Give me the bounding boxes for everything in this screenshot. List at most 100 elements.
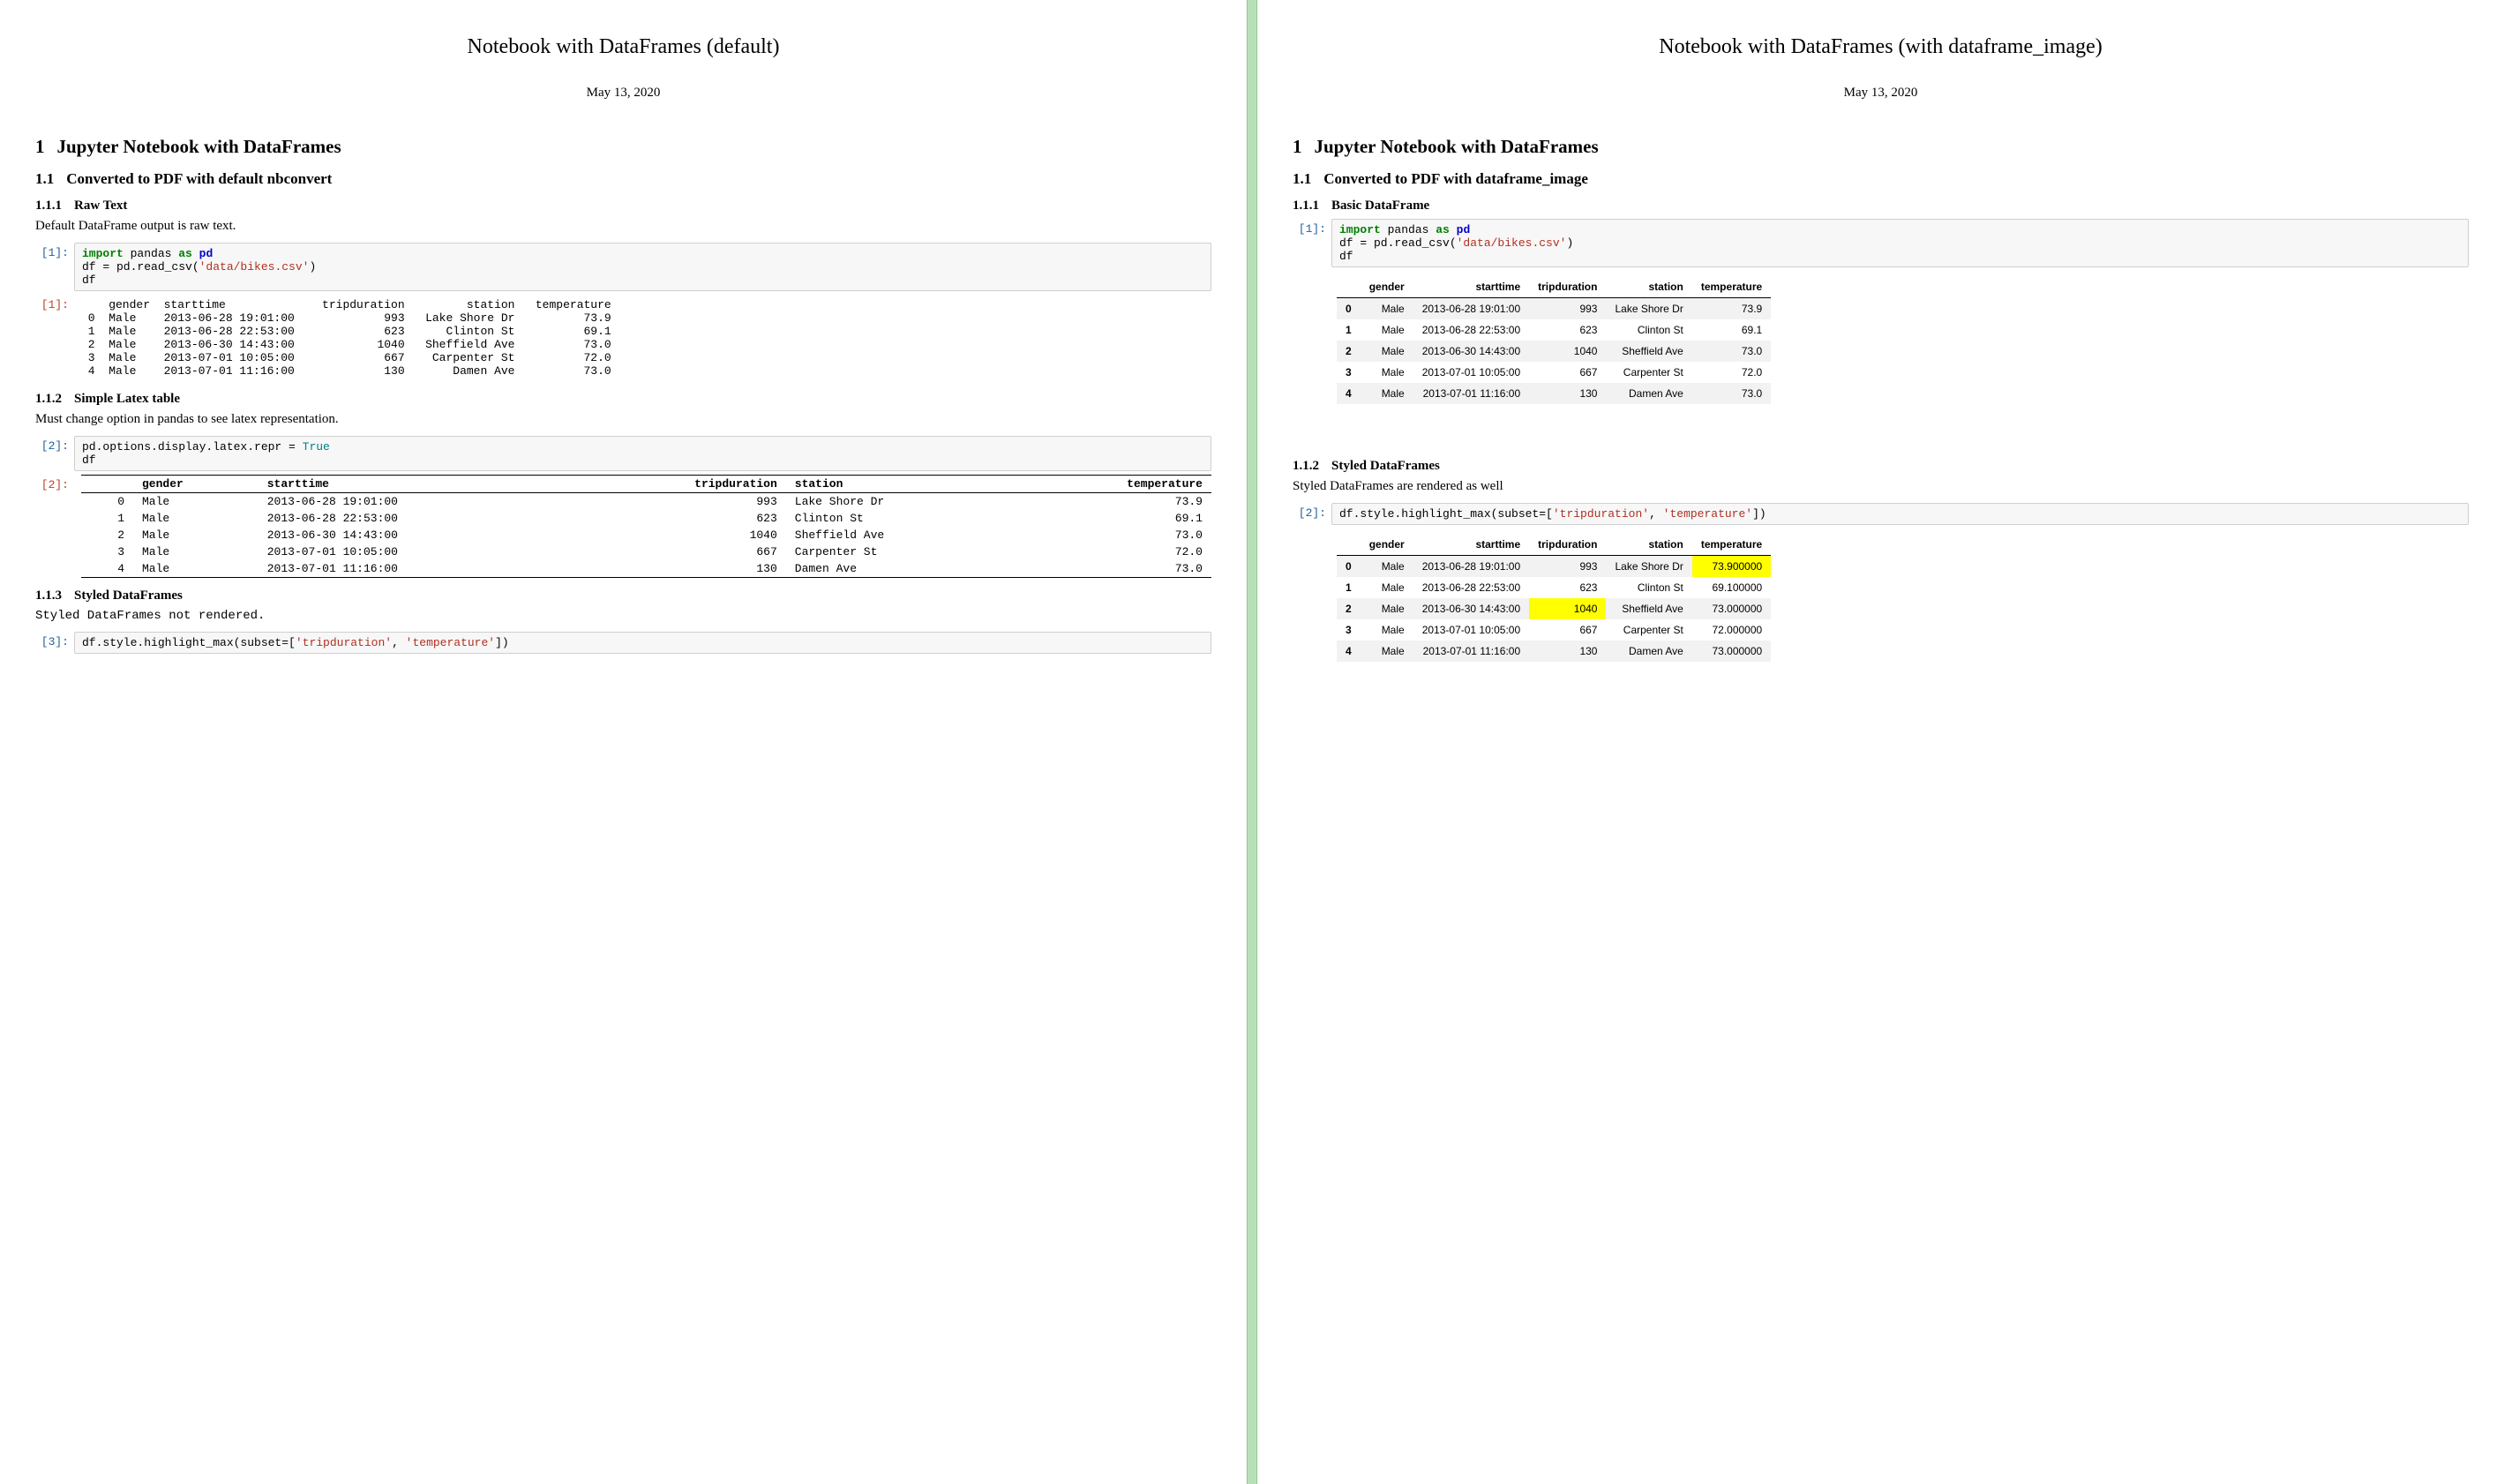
out-prompt: [1]: <box>35 295 74 311</box>
table-row: 3Male2013-07-01 10:05:00667Carpenter St7… <box>1337 362 1771 383</box>
table-cell: Carpenter St <box>786 543 1014 560</box>
table-cell: 73.000000 <box>1692 641 1771 662</box>
table-cell: 1 <box>1337 577 1361 598</box>
code-text: pd.options.display.latex.repr = <box>82 440 303 453</box>
table-cell: Male <box>1361 577 1413 598</box>
table-row: 2Male2013-06-30 14:43:001040Sheffield Av… <box>1337 341 1771 362</box>
code-text: , <box>1649 507 1663 521</box>
table-cell: 2013-06-28 22:53:00 <box>259 510 574 527</box>
code-text: ]) <box>495 636 509 649</box>
left-h3c: 1.1.3 Styled DataFrames <box>35 588 1211 603</box>
table-header: station <box>1606 534 1691 556</box>
vertical-divider <box>1247 0 1257 1484</box>
in-prompt: [2]: <box>1293 503 1331 520</box>
table-cell: 2013-06-30 14:43:00 <box>259 527 574 543</box>
code-box: import pandas as pd df = pd.read_csv('da… <box>1331 219 2469 267</box>
table-cell: 4 <box>1337 641 1361 662</box>
table-cell: 72.0 <box>1013 543 1211 560</box>
table-header: gender <box>133 476 259 493</box>
table-cell: 73.0 <box>1692 341 1771 362</box>
str-literal: 'tripduration' <box>1553 507 1649 521</box>
table-cell: Male <box>1361 383 1413 404</box>
h1-num: 1 <box>35 136 45 158</box>
table-cell: Male <box>1361 598 1413 619</box>
table-cell: 2013-07-01 10:05:00 <box>1413 362 1529 383</box>
h1-text: Jupyter Notebook with DataFrames <box>57 136 341 157</box>
left-date: May 13, 2020 <box>35 86 1211 101</box>
table-row: 2Male2013-06-30 14:43:001040Sheffield Av… <box>1337 598 1771 619</box>
table-cell: 2013-06-28 22:53:00 <box>1413 319 1529 341</box>
comparison-page: Notebook with DataFrames (default) May 1… <box>0 0 2504 1484</box>
h3-text: Basic DataFrame <box>1331 199 1429 213</box>
code-text: df.style.highlight_max(subset=[ <box>1339 507 1553 521</box>
h3-text: Styled DataFrames <box>74 588 183 603</box>
table-cell: Male <box>133 543 259 560</box>
h3-num: 1.1.1 <box>35 199 62 214</box>
code-text: df <box>82 453 96 467</box>
right-h3a: 1.1.1Basic DataFrame <box>1293 199 2469 214</box>
table-cell: 623 <box>1529 577 1606 598</box>
right-para2: Styled DataFrames are rendered as well <box>1293 479 2469 494</box>
table-header: gender <box>1361 534 1413 556</box>
table-cell: Lake Shore Dr <box>1606 298 1691 320</box>
table-row: 0Male2013-06-28 19:01:00993Lake Shore Dr… <box>1337 556 1771 578</box>
table-header: starttime <box>1413 534 1529 556</box>
table-header: temperature <box>1013 476 1211 493</box>
table-cell: Male <box>133 493 259 511</box>
table-cell: 2013-07-01 11:16:00 <box>259 560 574 578</box>
table-cell: Sheffield Ave <box>786 527 1014 543</box>
table-cell: 73.900000 <box>1692 556 1771 578</box>
table-cell: Damen Ave <box>1606 641 1691 662</box>
table-cell: 73.0 <box>1692 383 1771 404</box>
table-cell: 0 <box>1337 298 1361 320</box>
left-h2: 1.1 Converted to PDF with default nbconve… <box>35 170 1211 188</box>
table-cell: Male <box>133 510 259 527</box>
table-cell: 2013-07-01 10:05:00 <box>259 543 574 560</box>
str-literal: 'tripduration' <box>296 636 392 649</box>
table-cell: Male <box>1361 556 1413 578</box>
table-header <box>81 476 133 493</box>
code-text: ) <box>309 260 316 274</box>
table-header: station <box>786 476 1014 493</box>
kw-true: True <box>303 440 330 453</box>
h2-text: Converted to PDF with default nbconvert <box>66 170 332 187</box>
table-cell: 3 <box>1337 619 1361 641</box>
table-cell: 2013-07-01 10:05:00 <box>1413 619 1529 641</box>
h3-num: 1.1.3 <box>35 588 62 603</box>
table-cell: 2 <box>1337 341 1361 362</box>
table-cell: 3 <box>81 543 133 560</box>
str-literal: 'data/bikes.csv' <box>199 260 310 274</box>
h1-text: Jupyter Notebook with DataFrames <box>1315 136 1599 157</box>
table-cell: Sheffield Ave <box>1606 341 1691 362</box>
code-text: ]) <box>1752 507 1766 521</box>
table-cell: Male <box>1361 298 1413 320</box>
table-cell: 4 <box>81 560 133 578</box>
str-literal: 'temperature' <box>1663 507 1752 521</box>
h2-text: Converted to PDF with dataframe_image <box>1323 170 1588 187</box>
styled-dataframe-1: genderstarttimetripdurationstationtemper… <box>1337 276 1771 404</box>
left-code-cell-1: [1]: import pandas as pd df = pd.read_cs… <box>35 243 1211 291</box>
table-cell: 0 <box>1337 556 1361 578</box>
table-cell: 667 <box>574 543 786 560</box>
h2-num: 1.1 <box>35 170 54 188</box>
table-row: 1Male2013-06-28 22:53:00623Clinton St69.… <box>1337 319 1771 341</box>
table-cell: 2 <box>81 527 133 543</box>
table-cell: 2013-06-28 19:01:00 <box>1413 298 1529 320</box>
right-title: Notebook with DataFrames (with dataframe… <box>1293 35 2469 59</box>
kw-as: as <box>178 247 192 260</box>
latex-table: genderstarttimetripdurationstationtemper… <box>81 475 1211 578</box>
table-cell: 2013-06-28 22:53:00 <box>1413 577 1529 598</box>
code-text: , <box>392 636 406 649</box>
left-code-cell-3: [3]: df.style.highlight_max(subset=['tri… <box>35 632 1211 654</box>
table-cell: 2013-07-01 11:16:00 <box>1413 641 1529 662</box>
table-row: 0Male2013-06-28 19:01:00993Lake Shore Dr… <box>1337 298 1771 320</box>
table-header <box>1337 534 1361 556</box>
table-header: starttime <box>259 476 574 493</box>
left-code-cell-2: [2]: pd.options.display.latex.repr = Tru… <box>35 436 1211 471</box>
left-para1: Default DataFrame output is raw text. <box>35 219 1211 234</box>
code-text: ) <box>1566 236 1573 250</box>
table-row: 1Male2013-06-28 22:53:00623Clinton St69.… <box>1337 577 1771 598</box>
table-header: temperature <box>1692 534 1771 556</box>
table-cell: 2013-07-01 11:16:00 <box>1413 383 1529 404</box>
table-cell: Male <box>133 560 259 578</box>
